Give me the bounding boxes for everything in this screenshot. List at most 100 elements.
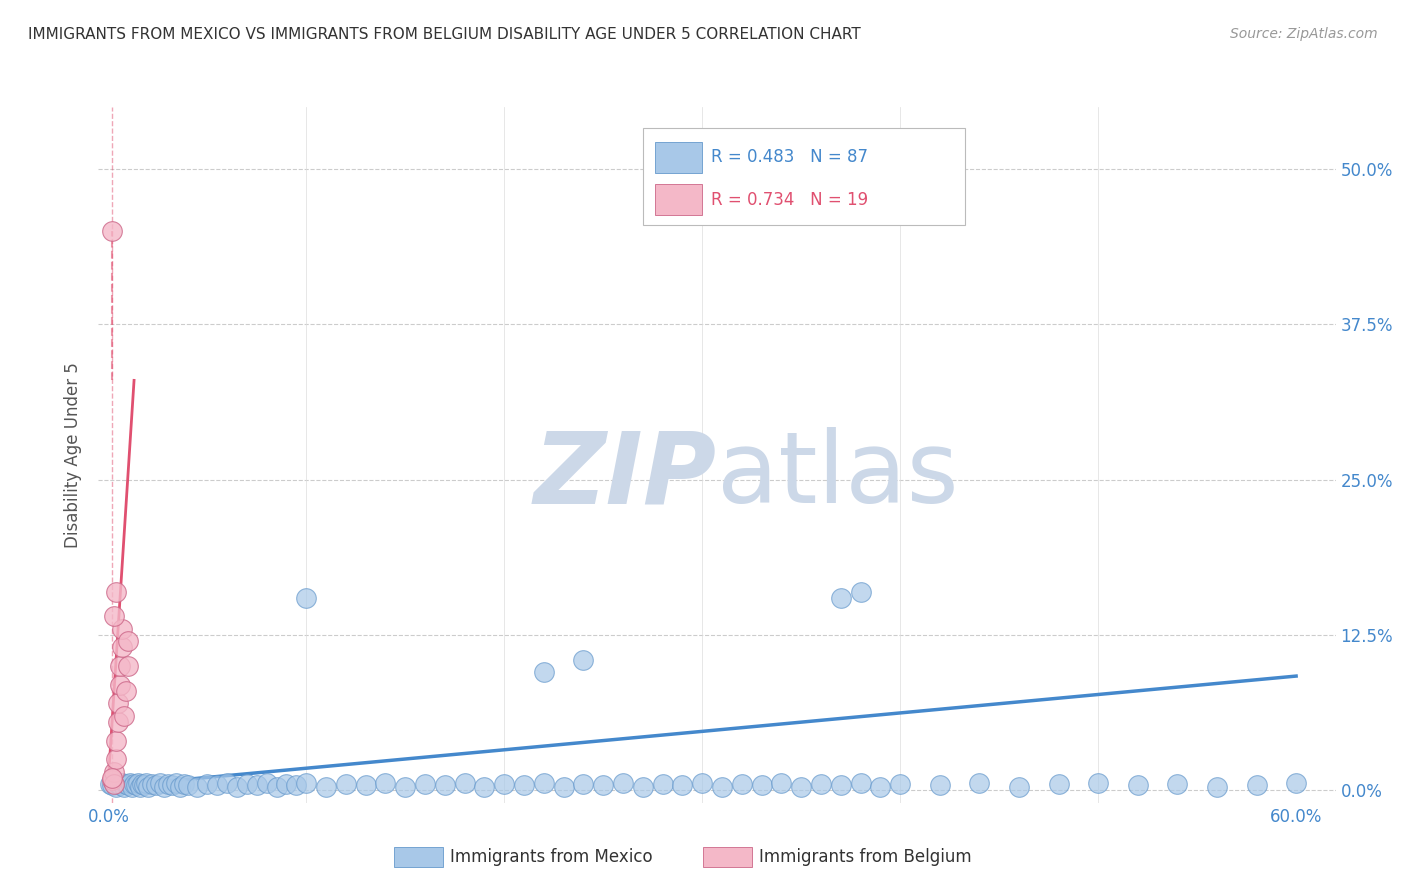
Point [131,777,153,791]
Point [105,733,128,747]
Point [127,776,149,790]
Point [354,778,377,792]
Point [103,609,125,624]
Point [195,777,218,791]
Point [849,584,872,599]
Point [969,776,991,790]
Point [111,622,134,636]
Point [105,752,128,766]
Point [830,591,852,605]
Point [315,780,337,794]
FancyBboxPatch shape [643,128,965,226]
Point [810,777,832,791]
Point [115,777,138,791]
Text: R = 0.483   N = 87: R = 0.483 N = 87 [711,148,868,166]
Point [101,771,124,785]
Point [413,777,436,791]
Point [217,776,239,790]
Point [120,776,142,790]
Point [394,780,416,794]
Point [711,780,734,794]
Point [226,780,249,794]
Point [553,780,575,794]
Point [1206,780,1229,794]
Point [103,776,125,790]
Point [136,780,159,794]
Point [145,778,167,792]
Text: ZIP: ZIP [534,427,717,524]
Point [173,777,195,791]
Point [1126,778,1149,792]
Point [770,776,793,790]
Point [513,778,536,792]
Point [160,778,183,792]
Point [374,776,396,790]
Point [849,776,872,790]
Point [651,777,673,791]
Point [751,778,773,792]
Point [107,777,129,791]
Point [869,780,891,794]
Point [98,777,121,791]
Point [1008,780,1031,794]
Point [176,778,198,792]
Point [186,780,208,794]
Point [108,659,131,673]
Point [592,778,614,792]
Point [533,776,555,790]
Point [889,777,911,791]
FancyBboxPatch shape [655,184,702,215]
Point [790,780,813,794]
Point [295,591,318,605]
Point [125,778,148,792]
Point [1166,777,1188,791]
Point [295,776,318,790]
Point [117,634,139,648]
Text: Immigrants from Mexico: Immigrants from Mexico [450,848,652,866]
Point [205,778,228,792]
Point [1246,778,1268,792]
Point [285,778,308,792]
Point [1047,777,1070,791]
Point [830,778,852,792]
Text: R = 0.734   N = 19: R = 0.734 N = 19 [711,191,868,209]
Point [156,777,179,791]
Point [1087,776,1109,790]
FancyBboxPatch shape [655,142,702,173]
Point [152,780,174,794]
Point [111,640,134,655]
Point [572,653,595,667]
Point [101,224,124,238]
Point [107,697,129,711]
Point [266,780,288,794]
Point [928,778,950,792]
Point [236,777,259,791]
Point [121,780,143,794]
Point [112,708,135,723]
Text: IMMIGRANTS FROM MEXICO VS IMMIGRANTS FROM BELGIUM DISABILITY AGE UNDER 5 CORRELA: IMMIGRANTS FROM MEXICO VS IMMIGRANTS FRO… [28,27,860,42]
Point [117,659,139,673]
Point [111,776,134,790]
Point [115,684,138,698]
Point [101,773,124,788]
Point [572,777,595,791]
Point [690,776,713,790]
Y-axis label: Disability Age Under 5: Disability Age Under 5 [65,362,83,548]
Point [731,777,754,791]
Point [335,777,357,791]
Point [107,714,129,729]
Point [612,776,634,790]
Point [533,665,555,680]
Point [494,777,516,791]
Point [149,776,172,790]
Point [433,778,456,792]
Point [112,780,135,794]
Point [105,584,128,599]
Point [1285,776,1308,790]
Point [108,678,131,692]
Point [135,776,157,790]
Point [122,777,145,791]
Point [103,777,125,791]
Point [169,780,191,794]
Point [246,778,269,792]
